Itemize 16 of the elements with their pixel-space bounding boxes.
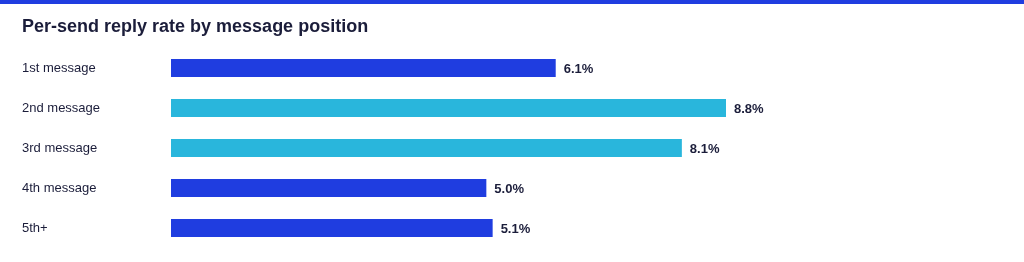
y-tick-label: 2nd message bbox=[22, 100, 101, 115]
data-label: 6.1% bbox=[563, 60, 594, 76]
y-tick-label: 4th message bbox=[22, 180, 97, 195]
bar bbox=[171, 179, 487, 197]
data-label: 8.8% bbox=[734, 100, 765, 116]
data-label: 8.1% bbox=[689, 140, 720, 156]
y-tick-label: 3rd message bbox=[22, 140, 98, 155]
bar bbox=[171, 219, 493, 237]
y-tick-label: 1st message bbox=[22, 60, 96, 75]
bar bbox=[171, 59, 556, 77]
data-label: 5.1% bbox=[500, 220, 531, 236]
chart-title: Per-send reply rate by message position bbox=[22, 16, 369, 37]
bar bbox=[171, 99, 726, 117]
data-label: 5.0% bbox=[494, 180, 525, 196]
y-tick-label: 5th+ bbox=[22, 220, 48, 235]
bar bbox=[171, 139, 682, 157]
